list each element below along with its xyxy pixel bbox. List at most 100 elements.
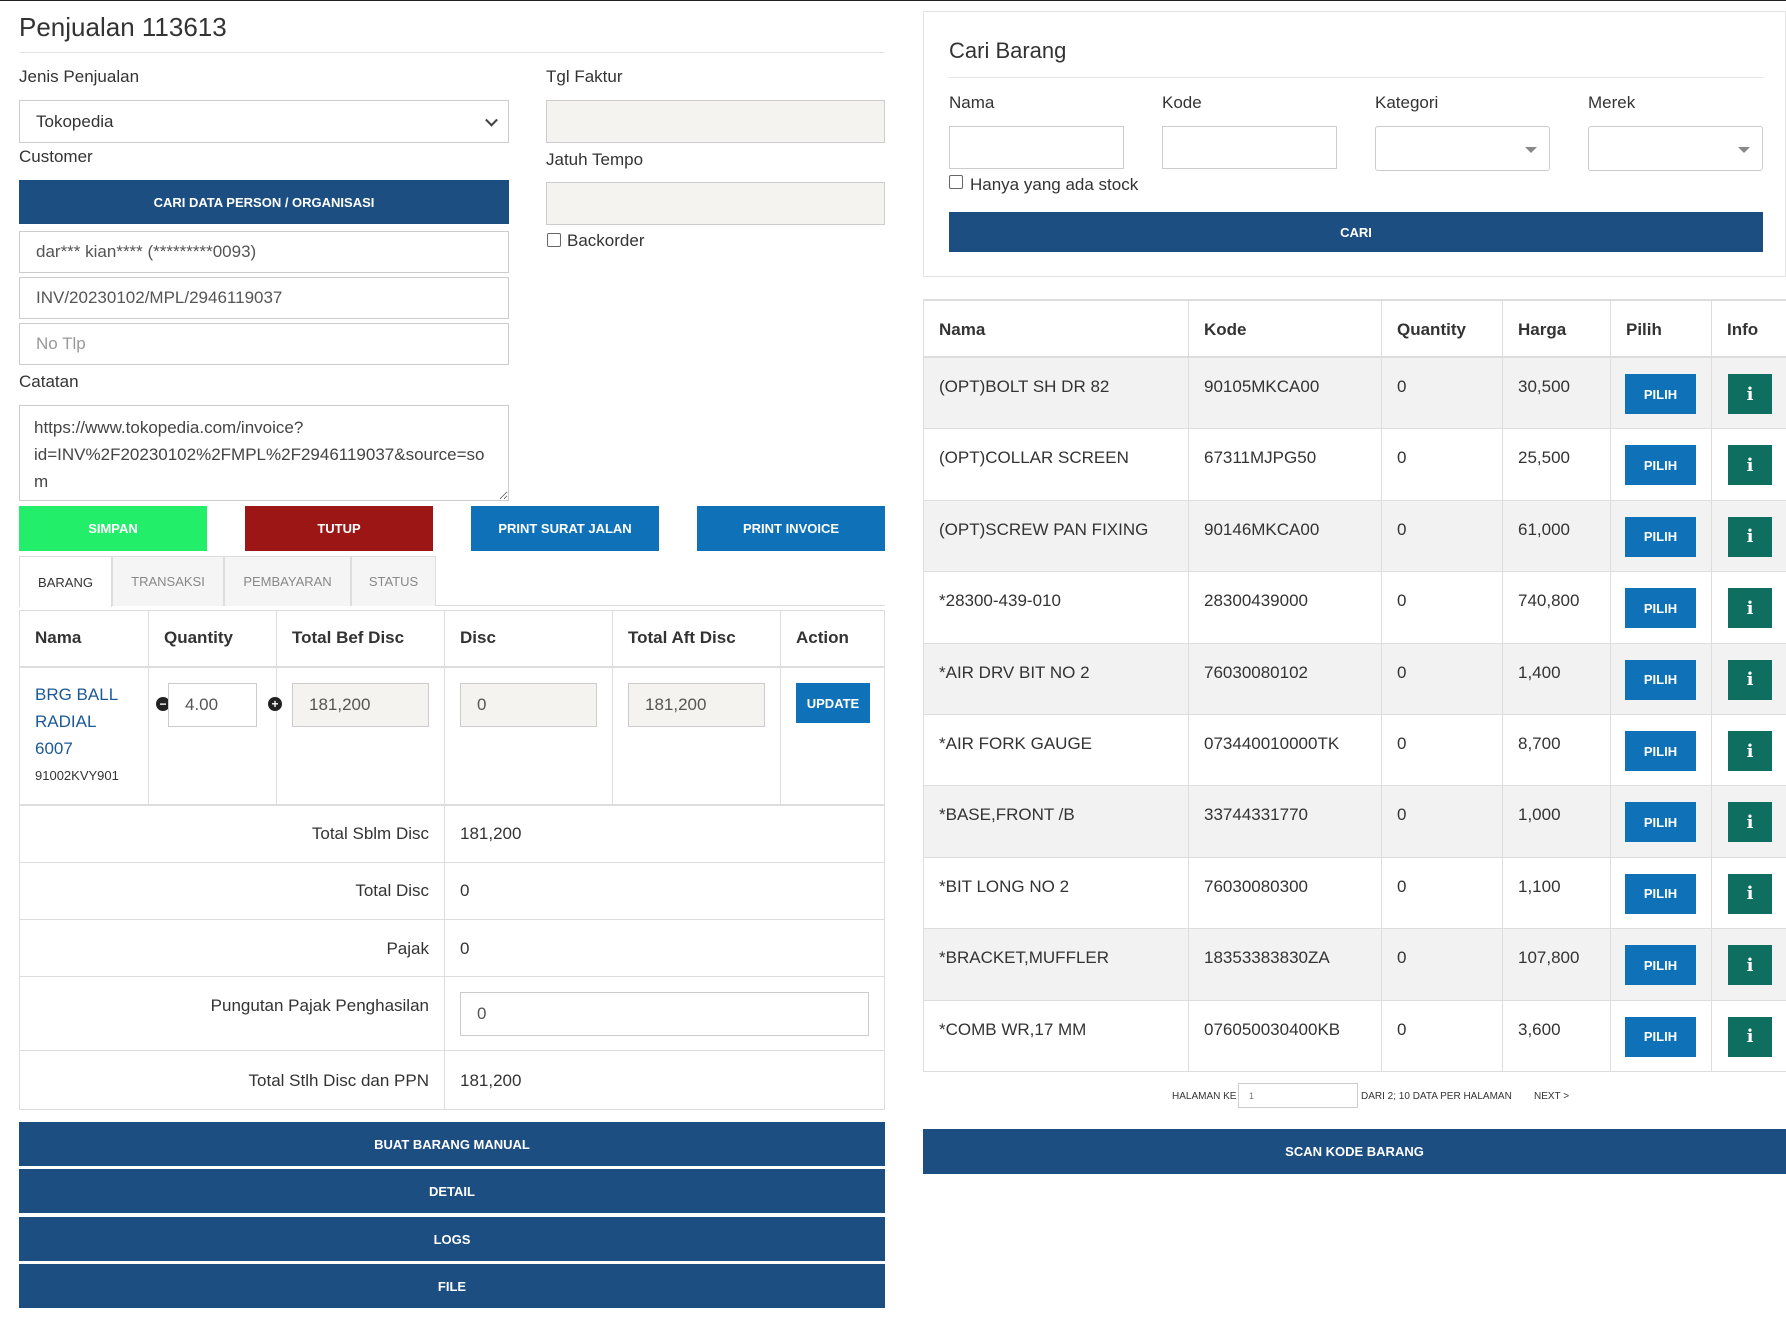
- info-icon[interactable]: i: [1728, 873, 1772, 914]
- result-quantity: 0: [1397, 591, 1407, 611]
- result-harga: 1,000: [1518, 805, 1561, 825]
- simpan-button[interactable]: SIMPAN: [19, 506, 207, 551]
- jenis-penjualan-label: Jenis Penjualan: [19, 67, 140, 86]
- info-icon[interactable]: i: [1728, 945, 1772, 986]
- pilih-button[interactable]: PILIH: [1625, 445, 1696, 486]
- result-kode: 33744331770: [1204, 805, 1309, 825]
- customer-name-field[interactable]: dar*** kian**** (*********0093): [19, 231, 509, 273]
- result-quantity: 0: [1397, 377, 1407, 396]
- customer-label: Customer: [19, 147, 93, 166]
- tab-status[interactable]: STATUS: [351, 556, 436, 606]
- pilih-button[interactable]: PILIH: [1625, 659, 1696, 700]
- pungutan-label: Pungutan Pajak Penghasilan: [210, 996, 429, 1015]
- no-tlp-placeholder: No Tlp: [36, 334, 86, 353]
- search-nama-label: Nama: [949, 93, 995, 112]
- result-kode: 90146MKCA00: [1204, 519, 1320, 539]
- result-nama: (OPT)SCREW PAN FIXING: [939, 519, 1149, 539]
- minus-icon[interactable]: −: [156, 697, 170, 711]
- detail-button[interactable]: DETAIL: [19, 1169, 885, 1213]
- cari-person-button[interactable]: CARI DATA PERSON / ORGANISASI: [19, 180, 509, 224]
- pilih-button[interactable]: PILIH: [1625, 1016, 1696, 1057]
- tab-barang[interactable]: BARANG: [19, 556, 112, 607]
- backorder-label: Backorder: [567, 231, 645, 250]
- stock-only-checkbox[interactable]: [949, 175, 963, 189]
- plus-icon[interactable]: +: [268, 697, 282, 711]
- col-quantity-header: Quantity: [164, 628, 233, 647]
- result-kode: 076050030400KB: [1204, 1019, 1341, 1039]
- info-icon[interactable]: i: [1728, 516, 1772, 557]
- backorder-checkbox[interactable]: [547, 233, 561, 247]
- pajak-label: Pajak: [386, 939, 429, 958]
- total-disc-value: 0: [460, 881, 470, 900]
- item-name-line[interactable]: RADIAL: [35, 712, 97, 731]
- result-quantity: 0: [1397, 734, 1407, 753]
- result-quantity: 0: [1397, 519, 1407, 539]
- results-col-harga: Harga: [1518, 320, 1567, 339]
- pungutan-value: 0: [477, 1004, 487, 1023]
- print-surat-jalan-button[interactable]: PRINT SURAT JALAN: [471, 506, 659, 551]
- stock-only-label: Hanya yang ada stock: [970, 175, 1139, 194]
- result-harga: 107,800: [1518, 948, 1580, 968]
- info-icon[interactable]: i: [1728, 1016, 1772, 1057]
- merek-select[interactable]: [1588, 126, 1763, 171]
- pilih-button[interactable]: PILIH: [1625, 873, 1696, 914]
- tab-transaksi[interactable]: TRANSAKSI: [112, 556, 224, 606]
- search-kode-input[interactable]: [1162, 126, 1337, 169]
- invoice-number-field[interactable]: INV/20230102/MPL/2946119037: [19, 277, 509, 319]
- no-tlp-field[interactable]: No Tlp: [19, 323, 509, 365]
- search-nama-input[interactable]: [949, 126, 1124, 169]
- page-number-input[interactable]: 1: [1238, 1083, 1358, 1108]
- result-harga: 1,400: [1518, 662, 1561, 682]
- pilih-button[interactable]: PILIH: [1625, 516, 1696, 557]
- result-nama: (OPT)BOLT SH DR 82: [939, 377, 1110, 396]
- col-total-bef-header: Total Bef Disc: [292, 628, 405, 647]
- tgl-faktur-input[interactable]: [546, 100, 885, 143]
- item-name-line[interactable]: 6007: [35, 739, 73, 758]
- next-link[interactable]: NEXT >: [1534, 1091, 1570, 1102]
- tab-pembayaran[interactable]: PEMBAYARAN: [224, 556, 351, 606]
- total-sblm-label: Total Sblm Disc: [311, 824, 429, 843]
- pilih-button[interactable]: PILIH: [1625, 802, 1696, 843]
- invoice-number-value: INV/20230102/MPL/2946119037: [36, 288, 283, 307]
- update-button[interactable]: UPDATE: [796, 683, 870, 723]
- result-harga: 1,100: [1518, 876, 1561, 896]
- scan-kode-barang-button[interactable]: SCAN KODE BARANG: [923, 1129, 1786, 1174]
- pungutan-input[interactable]: 0: [460, 992, 869, 1036]
- dari-label: DARI 2; 10 DATA PER HALAMAN: [1361, 1091, 1512, 1102]
- item-name-line[interactable]: BRG BALL: [35, 685, 119, 704]
- result-nama: *COMB WR,17 MM: [939, 1019, 1087, 1039]
- info-icon[interactable]: i: [1728, 588, 1772, 629]
- result-harga: 25,500: [1518, 448, 1570, 468]
- catatan-textarea[interactable]: [19, 405, 509, 501]
- pilih-button[interactable]: PILIH: [1625, 945, 1696, 986]
- info-icon[interactable]: i: [1728, 659, 1772, 700]
- result-kode: 67311MJPG50: [1204, 448, 1317, 468]
- file-button[interactable]: FILE: [19, 1264, 885, 1308]
- pilih-button[interactable]: PILIH: [1625, 731, 1696, 771]
- disc-field[interactable]: 0: [460, 683, 597, 727]
- info-icon[interactable]: i: [1728, 374, 1772, 414]
- jatuh-tempo-input[interactable]: [546, 182, 885, 225]
- info-icon[interactable]: i: [1728, 445, 1772, 486]
- tgl-faktur-label: Tgl Faktur: [546, 67, 623, 86]
- kategori-select[interactable]: [1375, 126, 1550, 171]
- print-invoice-button[interactable]: PRINT INVOICE: [697, 506, 885, 551]
- quantity-input[interactable]: 4.00: [168, 683, 257, 727]
- pilih-button[interactable]: PILIH: [1625, 588, 1696, 629]
- total-disc-label: Total Disc: [355, 881, 429, 900]
- info-icon[interactable]: i: [1728, 731, 1772, 771]
- results-col-nama: Nama: [939, 320, 986, 339]
- customer-name-value: dar*** kian**** (*********0093): [36, 242, 257, 261]
- tutup-button[interactable]: TUTUP: [245, 506, 433, 551]
- results-col-quantity: Quantity: [1397, 320, 1466, 339]
- item-code: 91002KVY901: [35, 768, 119, 783]
- jenis-penjualan-select[interactable]: Tokopedia: [19, 100, 509, 143]
- pilih-button[interactable]: PILIH: [1625, 374, 1696, 414]
- search-title: Cari Barang: [949, 38, 1067, 63]
- col-action-header: Action: [796, 628, 849, 647]
- buat-barang-manual-button[interactable]: BUAT BARANG MANUAL: [19, 1122, 885, 1166]
- info-icon[interactable]: i: [1728, 802, 1772, 843]
- tab-bar: BARANG TRANSAKSI PEMBAYARAN STATUS: [19, 556, 885, 607]
- cari-button[interactable]: CARI: [949, 212, 1763, 252]
- logs-button[interactable]: LOGS: [19, 1217, 885, 1261]
